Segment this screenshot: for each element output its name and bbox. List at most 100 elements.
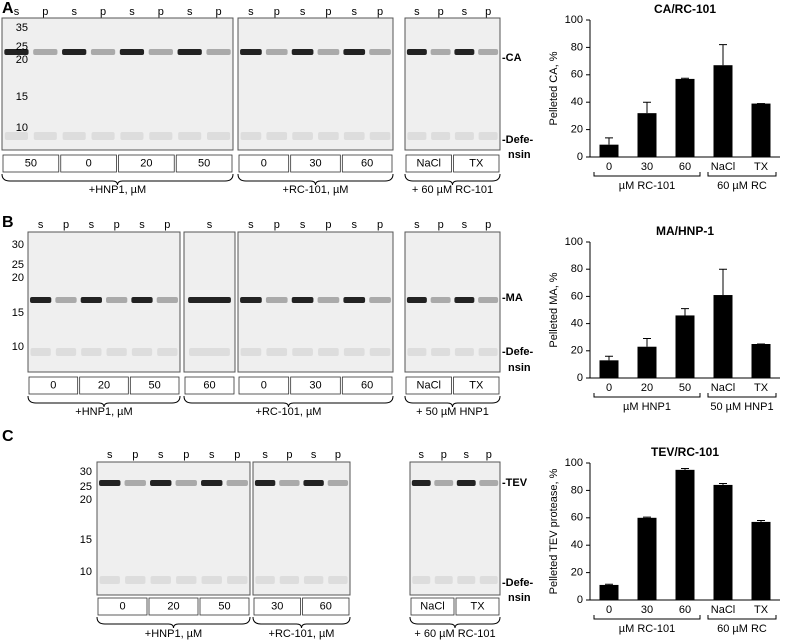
condition-label: NaCl [417, 379, 441, 391]
gel-band [240, 348, 262, 356]
gel-band [80, 297, 102, 303]
group-bracket [707, 615, 777, 620]
group-bracket [593, 615, 701, 620]
gel-band [150, 480, 172, 486]
error-bar [681, 467, 689, 470]
y-tick-label: 60 [571, 512, 583, 524]
gel-band [292, 348, 313, 356]
lane-label: s [462, 6, 468, 18]
condition-label: 30 [271, 600, 283, 612]
group-label: 60 µM RC [717, 180, 767, 192]
y-axis-label: Pelleted TEV protease, % [548, 468, 560, 594]
gel-band [328, 576, 348, 584]
chart-title: TEV/RC-101 [651, 445, 719, 459]
group-label: +HNP1, µM [75, 406, 132, 418]
group-bracket [593, 172, 701, 177]
gel-band [124, 480, 146, 486]
gel-band [265, 49, 288, 55]
x-tick-label: 30 [641, 161, 653, 173]
lane-label: s [71, 6, 77, 18]
group-label: +RC-101, µM [283, 184, 349, 196]
lane-label: p [132, 449, 138, 461]
brace [183, 395, 394, 408]
lane-label: s [89, 219, 95, 231]
gel-band [188, 297, 231, 303]
gel-band [478, 49, 499, 55]
gel-band [327, 480, 349, 486]
lane-label: p [100, 6, 106, 18]
lane-label: p [183, 449, 189, 461]
gel-band [33, 49, 58, 55]
error-bar [605, 583, 613, 585]
lane-label: s [207, 219, 213, 231]
condition-label: 60 [203, 379, 215, 391]
band-label: -MA [502, 292, 523, 304]
group-label: µM HNP1 [623, 401, 671, 413]
lane-label: s [419, 449, 425, 461]
gel-band [369, 49, 391, 55]
y-tick-label: 80 [571, 41, 583, 53]
condition-label: 50 [149, 379, 161, 391]
gel-band [207, 132, 231, 140]
brace [96, 616, 251, 629]
condition-label: 0 [86, 157, 92, 169]
x-tick-label: NaCl [711, 604, 735, 616]
bar [751, 521, 771, 600]
y-tick-label: 100 [565, 457, 583, 469]
mw-marker: 10 [80, 566, 92, 578]
gel-band [4, 132, 28, 140]
gel-band [131, 297, 153, 303]
gel-band [343, 49, 366, 55]
y-tick-label: 100 [565, 236, 583, 248]
lane-label: p [485, 219, 491, 231]
condition-label: 60 [361, 379, 373, 391]
condition-box [238, 154, 290, 173]
x-tick-label: NaCl [711, 161, 735, 173]
lane-label: p [377, 219, 383, 231]
band-label: nsin [508, 149, 531, 161]
gel-band [279, 576, 300, 584]
gel-band [430, 49, 451, 55]
lane-label: s [464, 449, 470, 461]
lane-label: s [300, 6, 306, 18]
lane-label: p [335, 449, 341, 461]
chart-title: MA/HNP-1 [656, 224, 714, 238]
gel-band [318, 132, 339, 140]
x-tick-label: TX [754, 382, 769, 394]
gel-band [91, 132, 115, 140]
condition-box [28, 376, 79, 395]
bar [637, 346, 657, 378]
condition-box [405, 376, 452, 395]
condition-box [455, 597, 500, 616]
lane-label: s [352, 219, 358, 231]
y-tick-label: 60 [571, 290, 583, 302]
gel-band [266, 348, 288, 356]
mw-marker: 15 [16, 91, 28, 103]
group-label: + 60 µM RC-101 [414, 628, 495, 640]
bar [751, 103, 771, 157]
gel-band [456, 480, 476, 486]
bar [675, 315, 695, 378]
gel [404, 17, 501, 151]
condition-label: TX [470, 600, 485, 612]
y-tick-label: 80 [571, 484, 583, 496]
lane-label: p [485, 6, 491, 18]
lane-label: p [158, 6, 164, 18]
y-tick-label: 0 [577, 594, 583, 606]
condition-box [60, 154, 117, 173]
x-tick-label: 0 [606, 161, 612, 173]
x-tick-label: TX [754, 604, 769, 616]
group-bracket [707, 393, 777, 398]
y-tick-label: 20 [571, 345, 583, 357]
condition-box [118, 154, 175, 173]
gel-band [369, 348, 391, 356]
lane-label: p [274, 219, 280, 231]
gel-band [62, 49, 87, 55]
lane-label: s [158, 449, 164, 461]
gel-band [265, 297, 288, 303]
y-tick-label: 80 [571, 263, 583, 275]
condition-box [79, 376, 129, 395]
group-label: +RC-101, µM [269, 628, 335, 640]
gel-band [407, 348, 427, 356]
error-bar [681, 77, 689, 79]
